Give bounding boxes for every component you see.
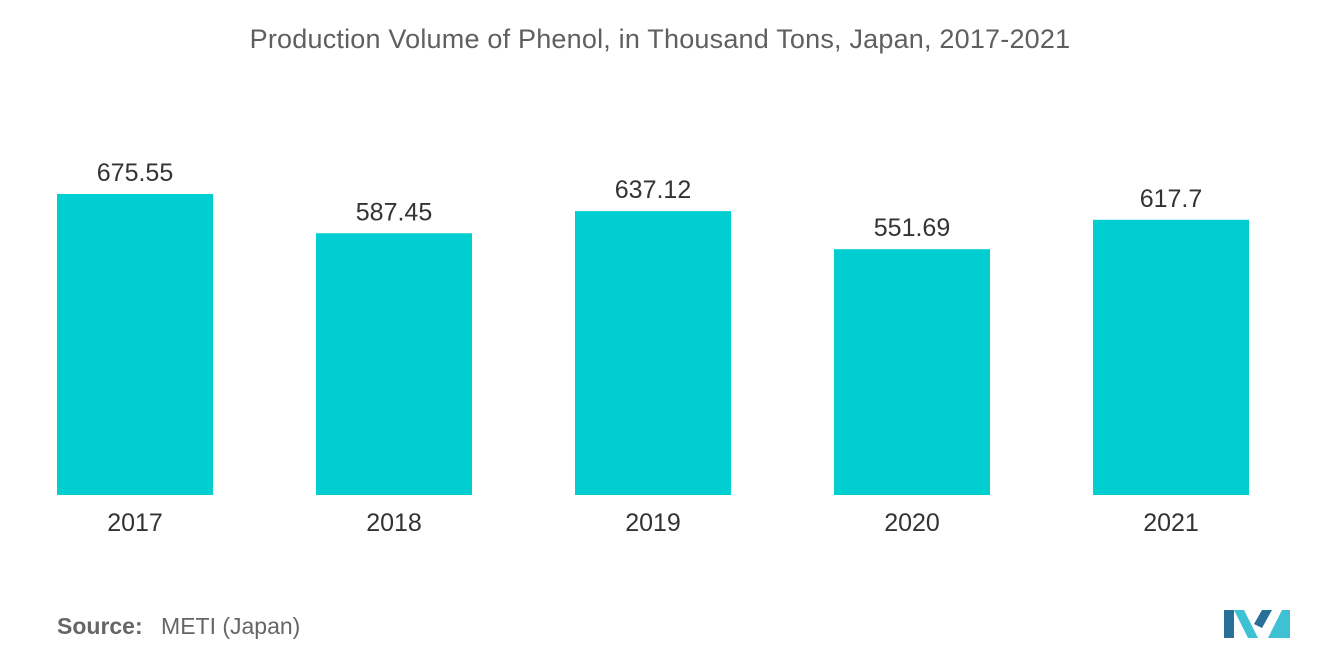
value-label-2021: 617.7 xyxy=(1140,185,1203,213)
value-label-2019: 637.12 xyxy=(615,176,691,204)
bar-2020 xyxy=(834,249,990,495)
source-text: METI (Japan) xyxy=(161,613,301,639)
x-tick-2018: 2018 xyxy=(366,509,422,537)
source-note: Source: METI (Japan) xyxy=(57,613,300,640)
x-axis-ticks-group: 2017 2018 2019 2020 2021 xyxy=(107,509,1199,537)
bar-2017 xyxy=(57,194,213,495)
bars-group xyxy=(57,194,1249,495)
source-label: Source: xyxy=(57,613,143,639)
value-label-2020: 551.69 xyxy=(874,214,950,242)
value-label-2018: 587.45 xyxy=(356,198,432,226)
x-tick-2020: 2020 xyxy=(884,509,940,537)
bar-2019 xyxy=(575,211,731,495)
bar-2018 xyxy=(316,233,472,495)
x-tick-2017: 2017 xyxy=(107,509,163,537)
x-tick-2019: 2019 xyxy=(625,509,681,537)
x-tick-2021: 2021 xyxy=(1143,509,1199,537)
value-label-2017: 675.55 xyxy=(97,159,173,187)
bar-2021 xyxy=(1093,219,1249,495)
mordor-intelligence-logo-icon xyxy=(1224,610,1290,638)
chart-title: Production Volume of Phenol, in Thousand… xyxy=(249,24,1071,54)
value-labels-group: 675.55 587.45 637.12 551.69 617.7 xyxy=(97,159,1203,242)
